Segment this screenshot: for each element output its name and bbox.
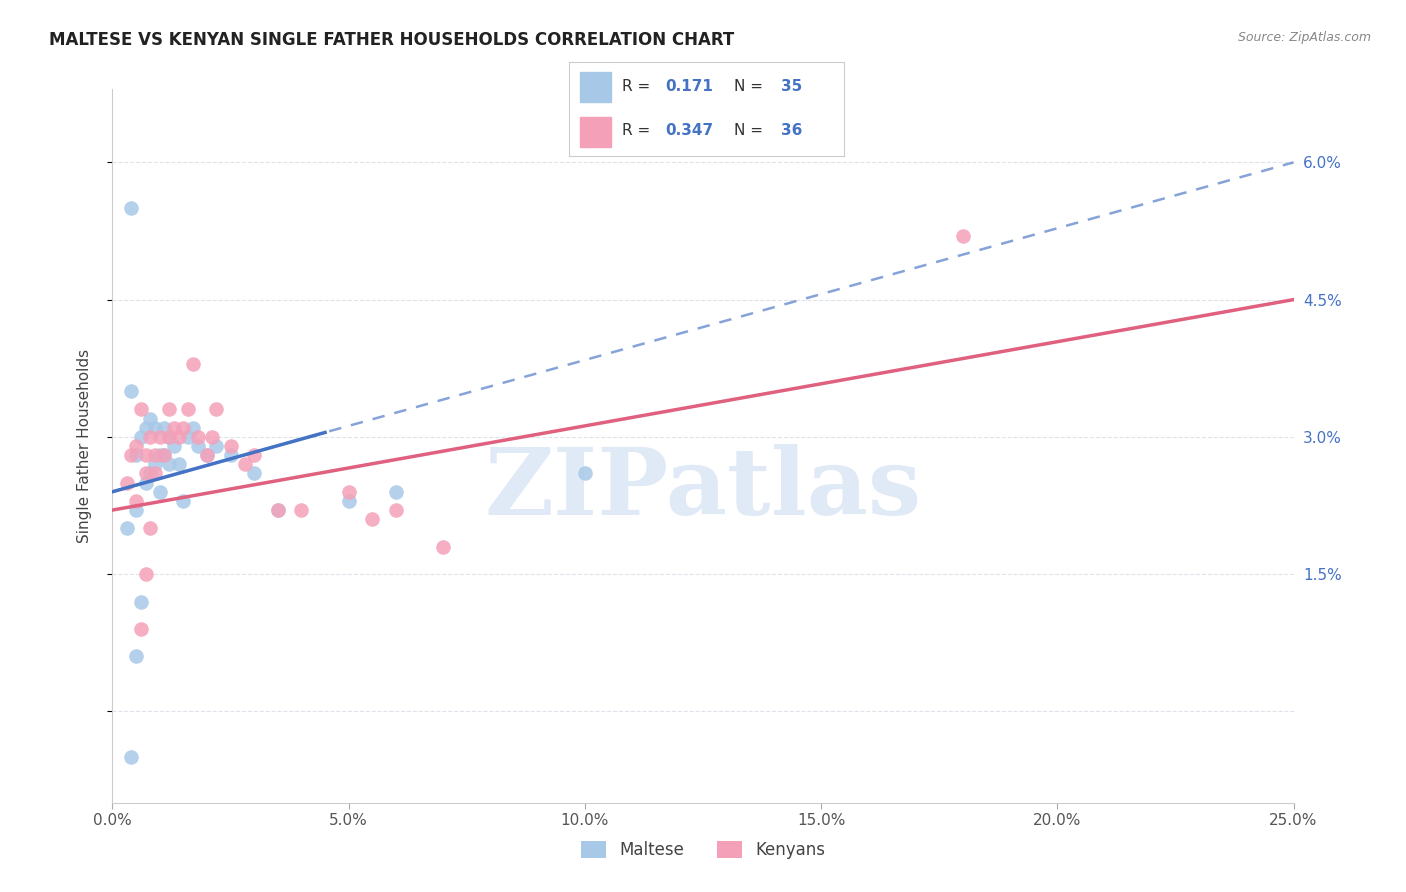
Point bbox=[129, 622, 152, 636]
Point bbox=[135, 467, 157, 481]
Point bbox=[129, 402, 152, 417]
Point bbox=[205, 402, 228, 417]
Text: MALTESE VS KENYAN SINGLE FATHER HOUSEHOLDS CORRELATION CHART: MALTESE VS KENYAN SINGLE FATHER HOUSEHOL… bbox=[49, 31, 734, 49]
Text: N =: N = bbox=[734, 79, 768, 95]
Point bbox=[157, 458, 180, 472]
Point bbox=[361, 512, 384, 526]
Point bbox=[186, 430, 208, 444]
Point bbox=[125, 503, 148, 517]
Text: 35: 35 bbox=[780, 79, 801, 95]
Point bbox=[139, 521, 162, 535]
Bar bbox=[581, 117, 610, 147]
Point bbox=[153, 448, 176, 462]
Point bbox=[120, 750, 142, 764]
Bar bbox=[581, 72, 610, 102]
Point bbox=[163, 420, 186, 434]
Point bbox=[149, 484, 172, 499]
Point bbox=[177, 430, 200, 444]
Point bbox=[267, 503, 290, 517]
Point bbox=[125, 439, 148, 453]
Text: 36: 36 bbox=[780, 123, 801, 138]
Point bbox=[243, 448, 266, 462]
Point bbox=[337, 494, 360, 508]
Point bbox=[385, 484, 408, 499]
Point bbox=[135, 420, 157, 434]
Point bbox=[149, 448, 172, 462]
Point bbox=[149, 430, 172, 444]
Text: N =: N = bbox=[734, 123, 768, 138]
Point bbox=[120, 448, 142, 462]
Point bbox=[143, 467, 166, 481]
Point bbox=[129, 430, 152, 444]
Point bbox=[153, 420, 176, 434]
Point bbox=[172, 420, 194, 434]
Point bbox=[125, 649, 148, 664]
Point bbox=[120, 384, 142, 398]
Point bbox=[432, 540, 454, 554]
Point bbox=[157, 430, 180, 444]
Point bbox=[157, 402, 180, 417]
Text: 0.347: 0.347 bbox=[665, 123, 713, 138]
Point bbox=[125, 448, 148, 462]
Point bbox=[181, 357, 204, 371]
Point bbox=[186, 439, 208, 453]
Point bbox=[219, 439, 242, 453]
Point bbox=[233, 458, 256, 472]
Point bbox=[267, 503, 290, 517]
Point bbox=[195, 448, 218, 462]
Point bbox=[243, 467, 266, 481]
Text: R =: R = bbox=[621, 123, 659, 138]
Point bbox=[337, 484, 360, 499]
Point bbox=[201, 430, 224, 444]
Point bbox=[139, 411, 162, 425]
Point bbox=[115, 521, 138, 535]
Point bbox=[139, 467, 162, 481]
Point bbox=[129, 594, 152, 608]
Text: 0.171: 0.171 bbox=[665, 79, 713, 95]
Point bbox=[143, 448, 166, 462]
Point bbox=[181, 420, 204, 434]
Point bbox=[167, 458, 190, 472]
Point bbox=[135, 475, 157, 490]
Point bbox=[163, 439, 186, 453]
Y-axis label: Single Father Households: Single Father Households bbox=[77, 349, 91, 543]
Point bbox=[177, 402, 200, 417]
Point bbox=[143, 458, 166, 472]
Point bbox=[135, 448, 157, 462]
Point bbox=[157, 430, 180, 444]
Point bbox=[290, 503, 312, 517]
Point bbox=[120, 201, 142, 215]
Point bbox=[153, 448, 176, 462]
Point bbox=[167, 430, 190, 444]
Point bbox=[139, 430, 162, 444]
Point bbox=[172, 494, 194, 508]
Point bbox=[143, 420, 166, 434]
Point bbox=[952, 228, 974, 243]
Point bbox=[125, 494, 148, 508]
Text: Source: ZipAtlas.com: Source: ZipAtlas.com bbox=[1237, 31, 1371, 45]
Text: ZIPatlas: ZIPatlas bbox=[485, 444, 921, 533]
Point bbox=[219, 448, 242, 462]
Legend: Maltese, Kenyans: Maltese, Kenyans bbox=[574, 834, 832, 866]
Point bbox=[385, 503, 408, 517]
Point bbox=[195, 448, 218, 462]
Point bbox=[135, 567, 157, 582]
Point bbox=[574, 467, 596, 481]
Point bbox=[115, 475, 138, 490]
Text: R =: R = bbox=[621, 79, 659, 95]
Point bbox=[205, 439, 228, 453]
